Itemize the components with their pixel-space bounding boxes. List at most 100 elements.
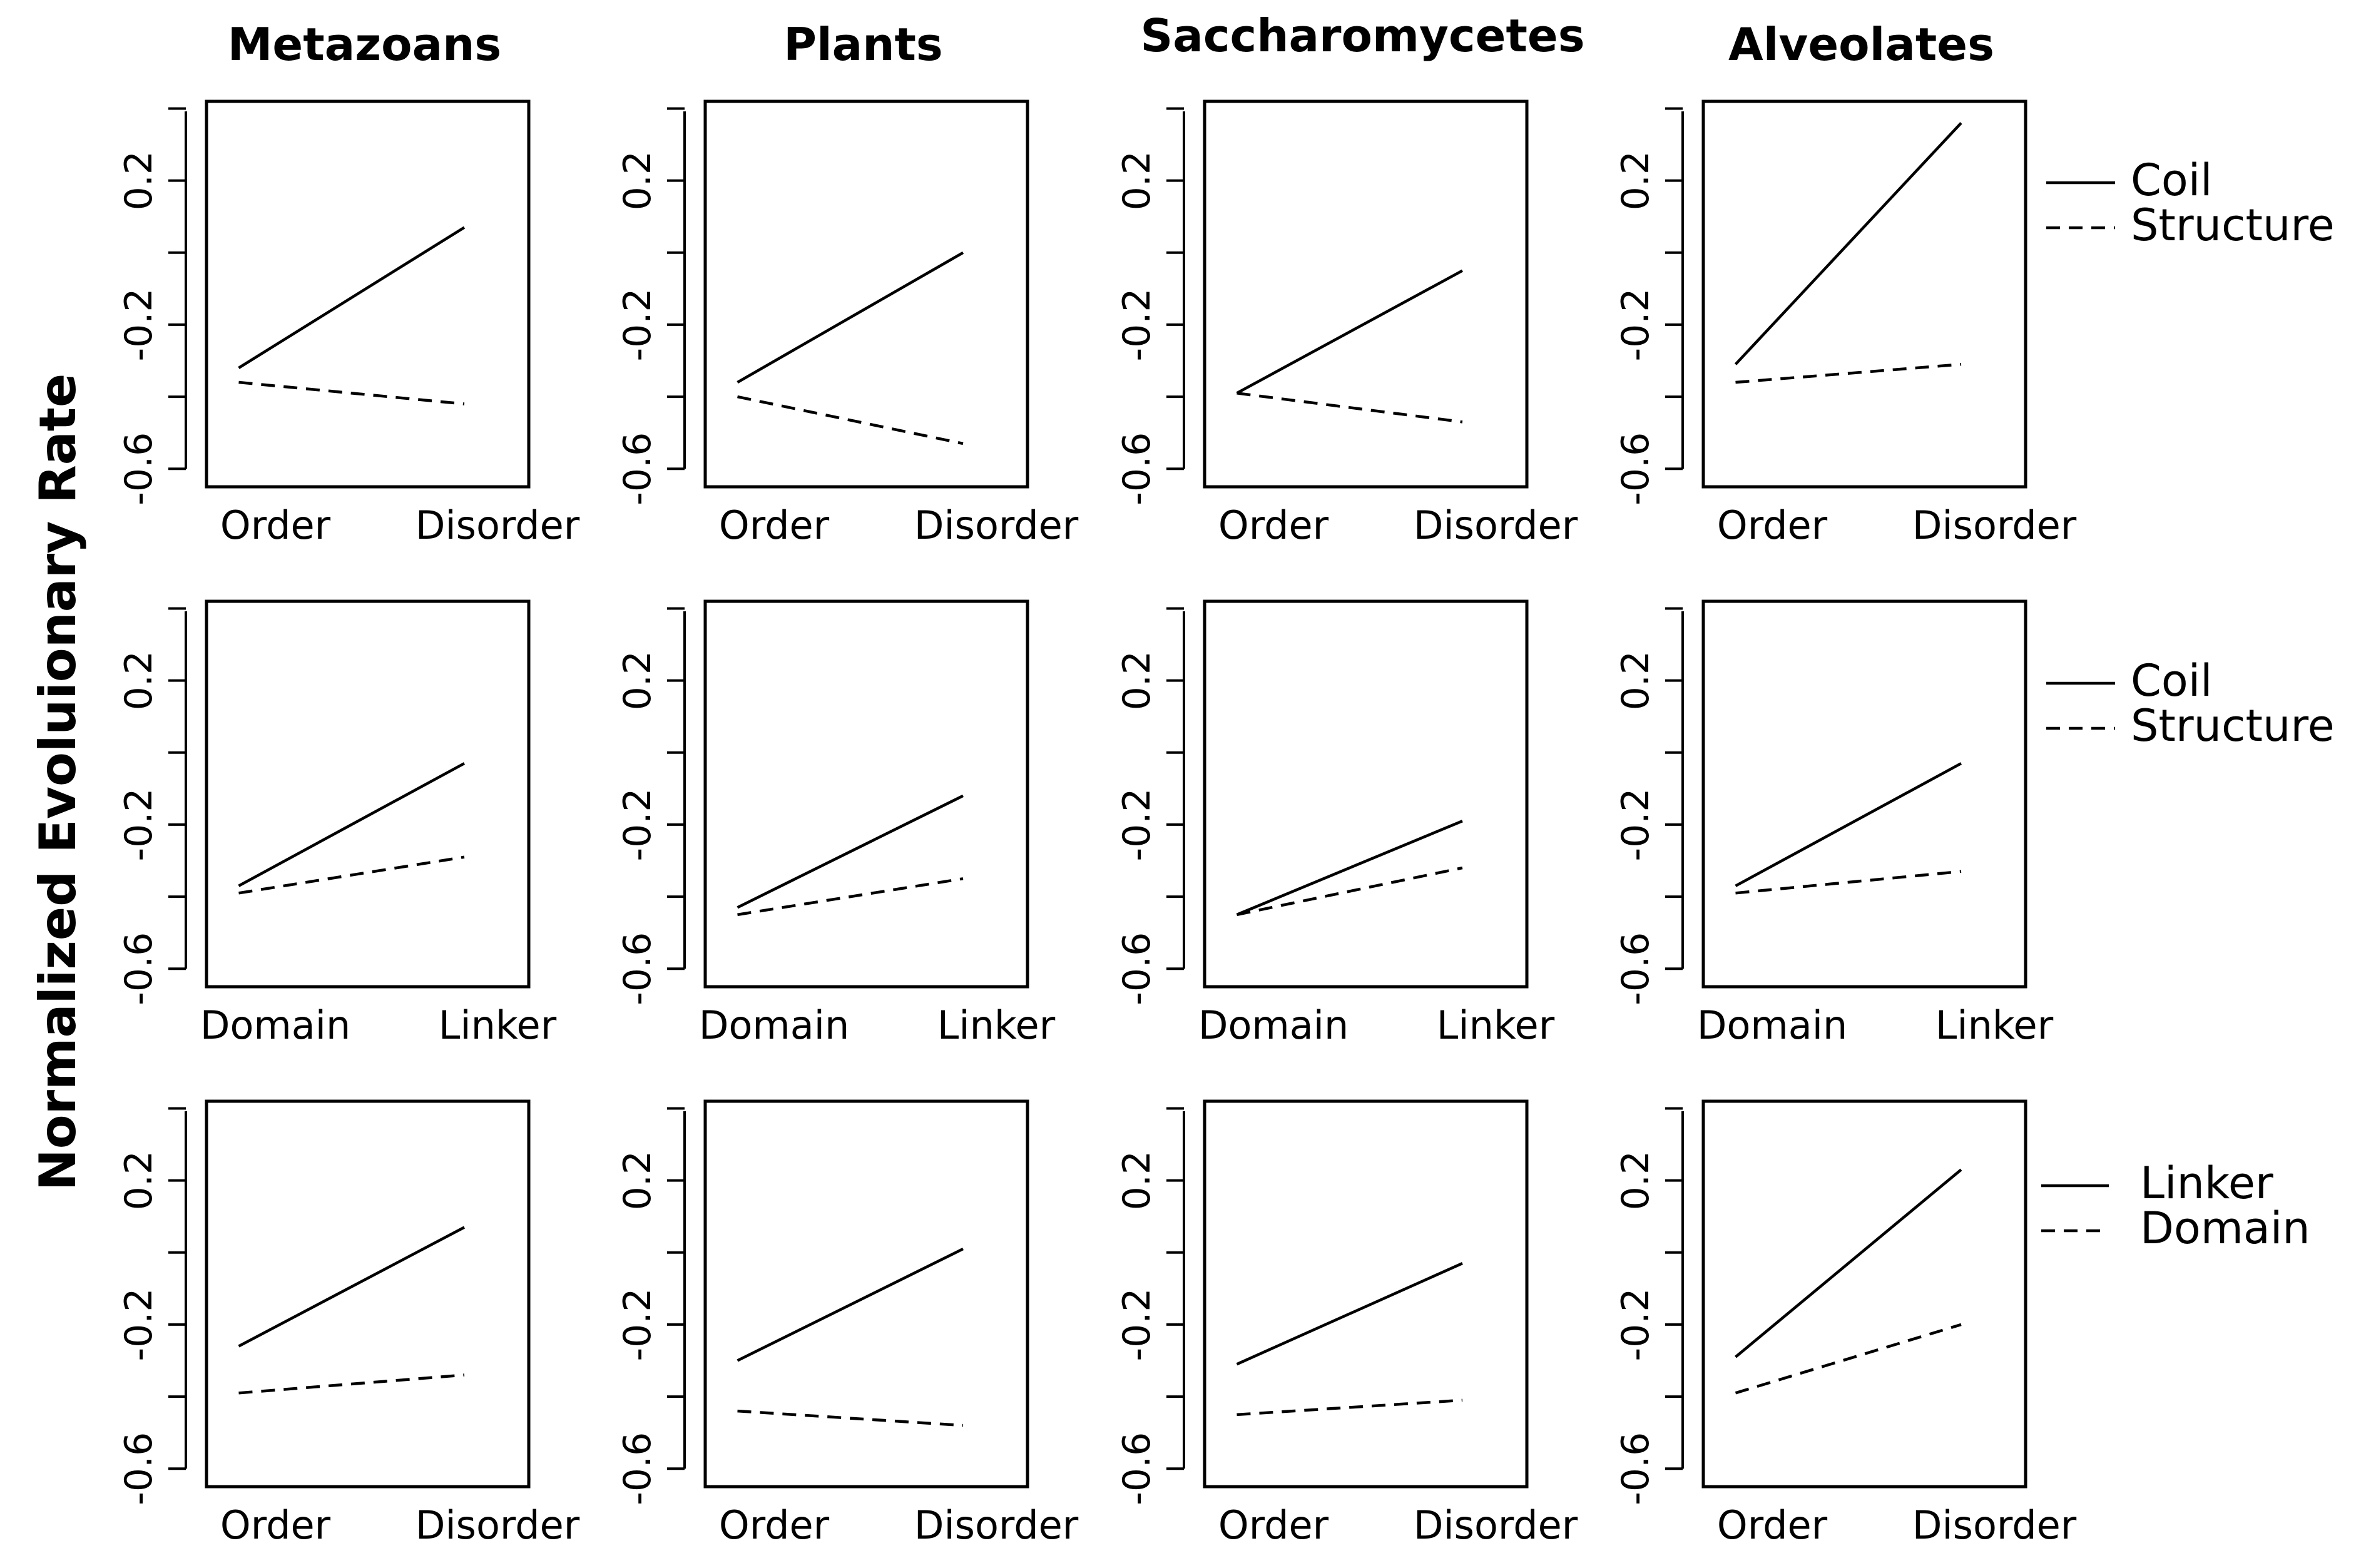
x-category-label: Disorder bbox=[1414, 502, 1578, 548]
y-axis-label: Normalized Evoluionary Rate bbox=[29, 374, 87, 1191]
x-category-label: Disorder bbox=[416, 502, 580, 548]
x-category-label: Order bbox=[1218, 502, 1329, 548]
panel-r2-c2: 0.2 -0.2 -0.6 Order Disorder bbox=[1115, 1099, 1578, 1548]
panel-frame bbox=[1701, 599, 2027, 989]
y-tick-label: 0.2 bbox=[117, 151, 161, 210]
panel-frame bbox=[205, 99, 531, 489]
series-line-linker bbox=[1735, 1168, 1962, 1358]
x-category-label: Disorder bbox=[416, 1502, 580, 1548]
y-tick-label: 0.2 bbox=[1614, 151, 1658, 210]
x-category-label: Disorder bbox=[1912, 1502, 2077, 1548]
y-tick-label: -0.6 bbox=[616, 1432, 660, 1505]
y-tick-label: -0.2 bbox=[1115, 1288, 1159, 1361]
panel-r1-c2: 0.2 -0.2 -0.6 Domain Linker bbox=[1115, 599, 1555, 1048]
panel-frame bbox=[205, 599, 531, 989]
x-category-label: Disorder bbox=[914, 1502, 1079, 1548]
panel-r1-c1: 0.2 -0.2 -0.6 Domain Linker bbox=[616, 599, 1056, 1048]
series-line-coil bbox=[1236, 820, 1463, 916]
panel-r0-c2: 0.2 -0.2 -0.6 Order Disorder bbox=[1115, 99, 1578, 548]
x-category-label: Domain bbox=[200, 1002, 351, 1048]
series-line-coil bbox=[1735, 762, 1962, 887]
panel-frame bbox=[1701, 99, 2027, 489]
x-category-label: Order bbox=[220, 1502, 331, 1548]
panel-frame bbox=[1203, 1099, 1529, 1489]
y-tick-label: -0.6 bbox=[1614, 932, 1658, 1005]
y-tick-label: -0.2 bbox=[616, 1288, 660, 1361]
panel-frame bbox=[1203, 99, 1529, 489]
panel-frame bbox=[703, 99, 1029, 489]
series-line-domain bbox=[238, 1373, 465, 1395]
panel-r0-c1: 0.2 -0.2 -0.6 Order Disorder bbox=[616, 99, 1079, 548]
y-tick-label: 0.2 bbox=[1614, 1151, 1658, 1210]
y-tick-label: -0.2 bbox=[117, 788, 161, 861]
y-tick-label: -0.2 bbox=[1115, 288, 1159, 361]
series-line-structure bbox=[238, 855, 465, 895]
y-tick-label: -0.6 bbox=[1115, 432, 1159, 506]
x-category-label: Linker bbox=[937, 1002, 1056, 1048]
y-tick-label: -0.6 bbox=[1115, 1432, 1159, 1505]
series-line-domain bbox=[1237, 1398, 1463, 1417]
panel-r2-c0: 0.2 -0.2 -0.6 Order Disorder bbox=[117, 1099, 580, 1548]
x-category-label: Order bbox=[719, 1502, 830, 1548]
x-category-label: Disorder bbox=[914, 502, 1079, 548]
panel-r1-c0: 0.2 -0.2 -0.6 Domain Linker bbox=[117, 599, 557, 1048]
y-tick-label: 0.2 bbox=[1115, 151, 1159, 210]
series-line-linker bbox=[1236, 1262, 1463, 1366]
panel-frame bbox=[1701, 1099, 2027, 1489]
series-line-domain bbox=[737, 1409, 964, 1427]
series-line-coil bbox=[737, 251, 964, 384]
series-line-coil bbox=[238, 226, 466, 369]
panel-frame bbox=[703, 1099, 1029, 1489]
series-line-structure bbox=[1735, 870, 1962, 895]
x-category-label: Order bbox=[719, 502, 830, 548]
legend-label-linker: Linker bbox=[2140, 1158, 2273, 1209]
column-title-3: Alveolates bbox=[1728, 18, 1994, 71]
series-line-structure bbox=[737, 877, 964, 917]
y-tick-label: -0.6 bbox=[616, 932, 660, 1005]
legend-label-structure: Structure bbox=[2131, 700, 2335, 751]
y-tick-label: -0.6 bbox=[117, 932, 161, 1005]
y-tick-label: -0.2 bbox=[117, 288, 161, 361]
y-tick-label: -0.6 bbox=[1614, 432, 1658, 506]
y-tick-label: -0.6 bbox=[1614, 1432, 1658, 1505]
legend-label-domain: Domain bbox=[2140, 1203, 2310, 1254]
y-tick-label: -0.6 bbox=[1115, 932, 1159, 1005]
legend-label-coil: Coil bbox=[2131, 155, 2213, 206]
series-line-coil bbox=[1734, 122, 1962, 365]
y-tick-label: 0.2 bbox=[1115, 651, 1159, 710]
y-tick-label: -0.2 bbox=[117, 1288, 161, 1361]
series-line-coil bbox=[238, 762, 466, 887]
y-tick-label: 0.2 bbox=[1614, 651, 1658, 710]
y-tick-label: -0.2 bbox=[616, 288, 660, 361]
y-tick-label: 0.2 bbox=[117, 1151, 161, 1210]
series-line-structure bbox=[1735, 363, 1962, 384]
x-category-label: Disorder bbox=[1912, 502, 2077, 548]
y-tick-label: -0.6 bbox=[117, 1432, 161, 1505]
x-category-label: Order bbox=[1218, 1502, 1329, 1548]
y-tick-label: 0.2 bbox=[1115, 1151, 1159, 1210]
y-tick-label: -0.2 bbox=[616, 788, 660, 861]
column-title-0: Metazoans bbox=[228, 18, 502, 71]
x-category-label: Disorder bbox=[1414, 1502, 1578, 1548]
series-line-coil bbox=[737, 794, 964, 909]
x-category-label: Order bbox=[1717, 1502, 1828, 1548]
panel-r0-c0: 0.2 -0.2 -0.6 Order Disorder bbox=[117, 99, 580, 548]
y-tick-label: -0.2 bbox=[1614, 788, 1658, 861]
panel-r1-c3: 0.2 -0.2 -0.6 Domain Linker bbox=[1614, 599, 2054, 1048]
x-category-label: Linker bbox=[439, 1002, 557, 1048]
y-tick-label: -0.6 bbox=[117, 432, 161, 506]
y-tick-label: 0.2 bbox=[117, 651, 161, 710]
panel-r0-c3: 0.2 -0.2 -0.6 Order Disorder bbox=[1614, 99, 2077, 548]
x-category-label: Domain bbox=[1697, 1002, 1848, 1048]
column-title-1: Plants bbox=[783, 18, 943, 71]
panel-r2-c3: 0.2 -0.2 -0.6 Order Disorder bbox=[1614, 1099, 2077, 1548]
series-line-coil bbox=[1236, 269, 1464, 395]
y-tick-label: 0.2 bbox=[616, 151, 660, 210]
series-line-linker bbox=[737, 1248, 964, 1362]
x-category-label: Domain bbox=[1198, 1002, 1349, 1048]
series-line-domain bbox=[1735, 1323, 1962, 1395]
